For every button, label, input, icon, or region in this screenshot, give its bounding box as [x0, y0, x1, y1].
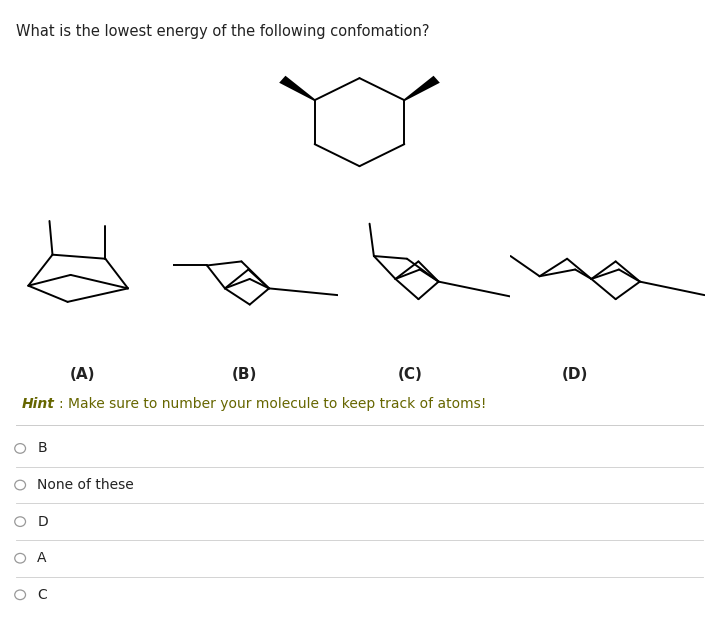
Polygon shape: [279, 76, 316, 101]
Polygon shape: [403, 76, 440, 101]
Text: What is the lowest energy of the following confomation?: What is the lowest energy of the followi…: [16, 24, 429, 39]
Text: : Make sure to number your molecule to keep track of atoms!: : Make sure to number your molecule to k…: [59, 397, 486, 411]
Text: Hint: Hint: [22, 397, 54, 411]
Text: (D): (D): [562, 367, 588, 382]
Text: None of these: None of these: [37, 478, 134, 492]
Text: D: D: [37, 515, 48, 528]
Text: (A): (A): [70, 367, 96, 382]
Text: A: A: [37, 551, 47, 565]
Text: C: C: [37, 588, 47, 602]
Text: B: B: [37, 442, 47, 455]
Text: (C): (C): [398, 367, 422, 382]
Text: (B): (B): [232, 367, 257, 382]
